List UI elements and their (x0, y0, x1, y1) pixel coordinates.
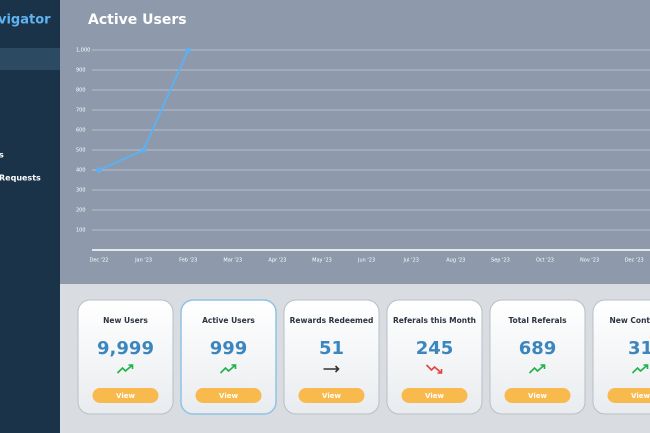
y-tick-label: 200 (76, 208, 86, 214)
view-button-label[interactable]: View (631, 392, 650, 400)
sidebar-item[interactable]: s (0, 151, 4, 160)
x-tick-label: Dec '23 (625, 258, 644, 264)
view-button[interactable] (504, 388, 571, 403)
card-title: New Users (103, 316, 148, 325)
view-button[interactable] (401, 388, 468, 403)
y-tick-label: 500 (76, 148, 86, 154)
card-title: New Contact R (610, 316, 650, 325)
y-tick-label: 600 (76, 128, 86, 134)
x-tick-label: Dec '22 (89, 258, 108, 264)
x-tick-label: Jun '23 (357, 258, 375, 264)
point (96, 167, 102, 173)
y-tick-label: 900 (76, 68, 86, 74)
y-tick-label: 800 (76, 88, 86, 94)
chart-panel (60, 0, 650, 284)
view-button[interactable] (195, 388, 262, 403)
trend-icon (528, 364, 546, 374)
trend-icon (323, 365, 340, 373)
point (140, 147, 147, 153)
x-tick-label: Feb '23 (179, 258, 197, 264)
card-value: 689 (519, 338, 557, 359)
x-tick-label: Mar '23 (223, 258, 242, 264)
card (283, 299, 380, 415)
trend-icon (425, 364, 443, 374)
y-tick-label: 100 (76, 228, 86, 234)
x-tick-label: Aug '23 (446, 258, 465, 264)
y-tick-label: 700 (76, 108, 86, 114)
x-tick-label: Sep '23 (491, 258, 510, 264)
trend-icon (631, 364, 649, 374)
card (592, 299, 650, 415)
point (185, 47, 191, 53)
trend-icon (219, 364, 237, 374)
sidebar-item[interactable]: Requests (0, 174, 41, 183)
x-tick-label: May '23 (312, 258, 332, 264)
x-tick-label: Nov '23 (580, 258, 599, 264)
card-value: 51 (319, 338, 344, 359)
x-tick-label: Oct '23 (536, 258, 554, 264)
card (489, 299, 586, 415)
sidebar-active-item[interactable] (0, 48, 60, 70)
card (77, 299, 174, 415)
x-tick-label: Jan '23 (134, 258, 152, 264)
view-button[interactable] (298, 388, 365, 403)
card-title: Referals this Month (393, 316, 476, 325)
card-value: 999 (210, 338, 248, 359)
x-tick-label: Apr '23 (268, 258, 286, 264)
card-value: 9,999 (97, 338, 154, 359)
view-button-label[interactable]: View (425, 392, 444, 400)
view-button[interactable] (92, 388, 159, 403)
x-tick-label: Jul '23 (403, 258, 419, 264)
y-tick-label: 300 (76, 188, 86, 194)
view-button[interactable] (607, 388, 650, 403)
view-button-label[interactable]: View (322, 392, 341, 400)
view-button-label[interactable]: View (219, 392, 238, 400)
view-button-label[interactable]: View (116, 392, 135, 400)
card-title: Rewards Redeemed (290, 316, 374, 325)
sidebar (0, 0, 60, 433)
card-value: 245 (416, 338, 454, 359)
logo: vigator (0, 13, 51, 28)
y-tick-label: 400 (76, 168, 86, 174)
y-tick-label: 1,000 (76, 48, 90, 54)
card-title: Total Referals (508, 316, 567, 325)
card-value: 31 (628, 338, 650, 359)
card (180, 299, 277, 415)
card (386, 299, 483, 415)
view-button-label[interactable]: View (528, 392, 547, 400)
chart-title: Active Users (88, 12, 187, 28)
trend-icon (116, 364, 134, 374)
card-title: Active Users (202, 316, 255, 325)
